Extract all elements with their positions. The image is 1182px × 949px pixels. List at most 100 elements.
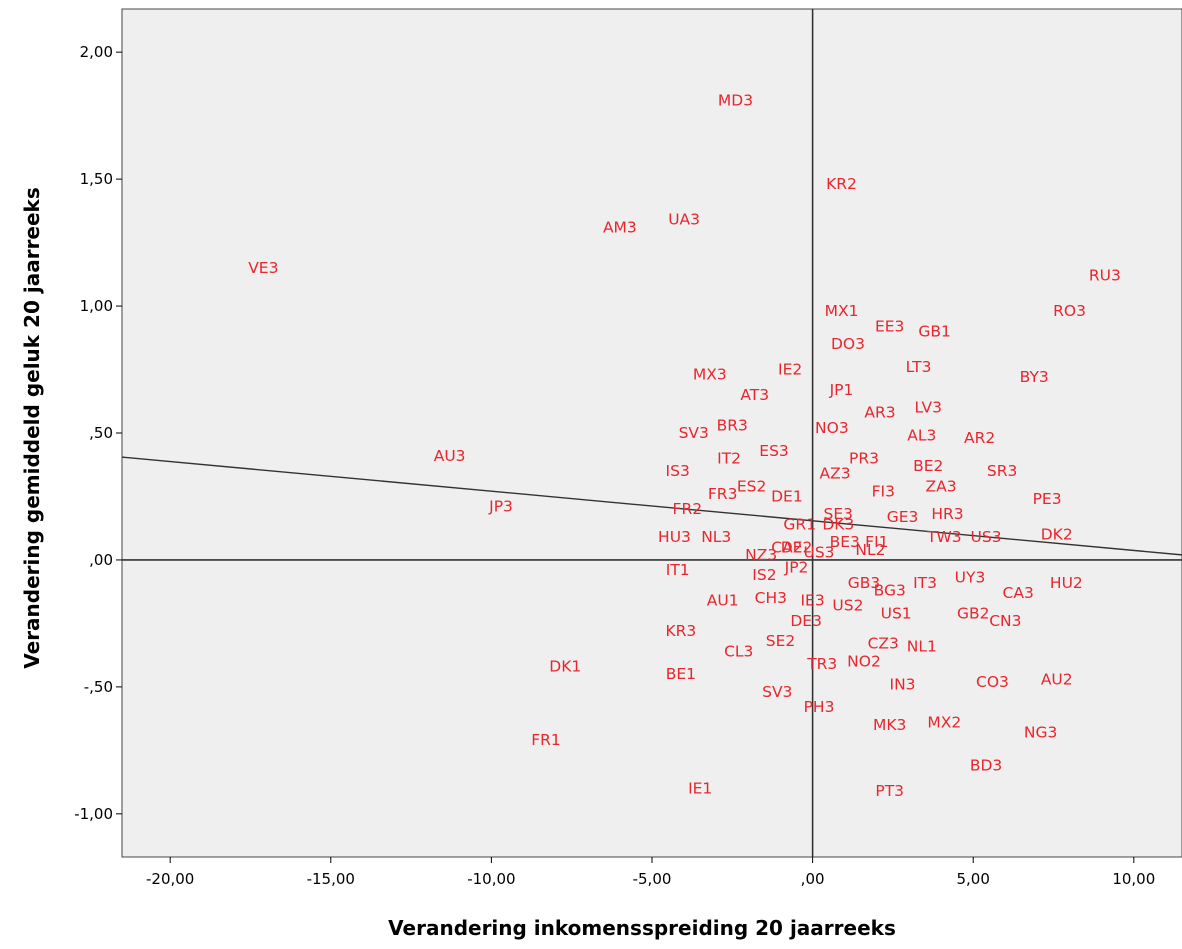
point-label: DE2: [781, 538, 813, 556]
point-label: AM3: [603, 218, 637, 236]
x-tick-label: ,00: [801, 870, 825, 888]
point-label: PT3: [875, 782, 904, 800]
point-label: JP2: [784, 559, 809, 577]
point-label: BE1: [666, 665, 696, 683]
y-axis-title: Verandering gemiddeld geluk 20 jaarreeks: [20, 187, 44, 669]
point-label: DK1: [549, 658, 581, 676]
point-label: UA3: [668, 211, 700, 229]
y-tick-label: -,50: [84, 678, 113, 696]
point-label: PE3: [1033, 490, 1062, 508]
point-label: LT3: [906, 358, 932, 376]
point-label: KR2: [826, 175, 857, 193]
point-label: VE3: [248, 259, 278, 277]
point-label: US3: [804, 543, 835, 561]
y-tick-label: 1,50: [80, 170, 113, 188]
point-label: DK3: [822, 515, 854, 533]
point-label: BD3: [970, 757, 1002, 775]
point-label: IT3: [913, 574, 937, 592]
point-label: CA2: [771, 538, 802, 556]
point-label: PH3: [804, 698, 835, 716]
x-tick-label: -5,00: [633, 870, 672, 888]
point-label: NL2: [855, 541, 885, 559]
y-axis: -1,00 -,50 ,00 ,50 1,00 1,50 2,00: [74, 43, 122, 823]
point-label: DO3: [831, 335, 865, 353]
point-label: SE3: [824, 505, 854, 523]
point-label: DE3: [790, 612, 822, 630]
point-label: TW3: [926, 528, 962, 546]
point-label: GB1: [918, 322, 951, 340]
point-label: MK3: [873, 716, 906, 734]
point-label: CL3: [724, 642, 753, 660]
point-label: JP3: [488, 498, 513, 516]
point-label: NZ3: [745, 546, 777, 564]
point-label: MX2: [927, 713, 961, 731]
point-label: MX3: [693, 366, 727, 384]
point-label: AU1: [707, 592, 739, 610]
point-label: IS3: [666, 462, 690, 480]
point-label: BE3: [830, 533, 860, 551]
point-label: BE2: [913, 457, 943, 475]
point-label: IS2: [752, 566, 776, 584]
point-label: CO3: [976, 673, 1009, 691]
point-label: NG3: [1024, 724, 1057, 742]
point-label: CA3: [1003, 584, 1034, 602]
x-tick-label: 10,00: [1112, 870, 1155, 888]
point-label: GB3: [848, 574, 881, 592]
point-label: US2: [832, 597, 863, 615]
point-label: AL3: [907, 427, 936, 445]
x-tick-label: -20,00: [146, 870, 194, 888]
point-label: AZ3: [820, 465, 851, 483]
x-tick-label: -10,00: [467, 870, 515, 888]
point-label: DE1: [771, 487, 803, 505]
point-label: SV3: [679, 424, 709, 442]
point-label: NL1: [907, 637, 937, 655]
point-label: BR3: [717, 416, 748, 434]
point-label: AT3: [740, 386, 769, 404]
fit-line: [121, 456, 1182, 556]
point-label: AU3: [434, 447, 466, 465]
point-label: ES2: [737, 477, 767, 495]
point-label: MD3: [718, 91, 753, 109]
point-label: IE1: [688, 779, 712, 797]
point-label: LV3: [915, 399, 942, 417]
point-label: CH3: [755, 589, 787, 607]
x-axis: -20,00 -15,00 -10,00 -5,00 ,00 5,00 10,00: [146, 857, 1155, 888]
point-label: AU2: [1041, 670, 1073, 688]
point-label: SV3: [762, 683, 792, 701]
point-label: NL3: [701, 528, 731, 546]
point-label: ZA3: [926, 477, 957, 495]
point-label: BG3: [874, 581, 906, 599]
point-label: IE3: [800, 592, 824, 610]
point-label: UY3: [955, 569, 986, 587]
point-label: DK2: [1041, 526, 1073, 544]
point-label: FR2: [673, 500, 703, 518]
point-label: SR3: [987, 462, 1017, 480]
point-label: CZ3: [868, 635, 899, 653]
point-label: AR2: [964, 429, 995, 447]
y-tick-label: ,00: [89, 551, 113, 569]
x-tick-label: -15,00: [307, 870, 355, 888]
point-label: GE3: [887, 508, 919, 526]
point-label: GR1: [783, 515, 816, 533]
point-label: TR3: [806, 655, 837, 673]
point-label: NO3: [815, 419, 849, 437]
point-label: PR3: [849, 449, 879, 467]
point-label: HU3: [658, 528, 691, 546]
point-label: FI1: [865, 533, 888, 551]
point-label: MX1: [825, 302, 859, 320]
point-label: RU3: [1089, 267, 1121, 285]
point-label: FR3: [708, 485, 738, 503]
point-label: HR3: [931, 505, 963, 523]
point-label: FI3: [872, 482, 895, 500]
point-label: KR3: [666, 622, 697, 640]
point-label: IT2: [717, 449, 741, 467]
point-label: ES3: [759, 442, 789, 460]
point-label: HU2: [1050, 574, 1083, 592]
x-tick-label: 5,00: [957, 870, 990, 888]
point-label: SE2: [766, 632, 796, 650]
point-label: BY3: [1020, 368, 1049, 386]
point-label: IT1: [666, 561, 690, 579]
x-axis-title: Verandering inkomensspreiding 20 jaarree…: [388, 916, 896, 940]
point-label: JP1: [829, 381, 854, 399]
